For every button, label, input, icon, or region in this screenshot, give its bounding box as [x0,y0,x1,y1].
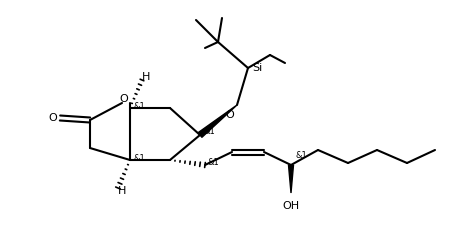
Text: OH: OH [282,201,299,211]
Text: &1: &1 [203,128,215,137]
Text: H: H [142,72,150,82]
Text: H: H [118,186,126,196]
Text: O: O [49,113,57,123]
Text: &1: &1 [295,151,307,160]
Polygon shape [198,105,237,137]
Polygon shape [288,165,293,193]
Text: &1: &1 [133,154,145,163]
Text: &1: &1 [208,158,220,167]
Text: &1: &1 [134,101,146,110]
Text: Si: Si [252,63,262,73]
Text: O: O [225,110,234,120]
Text: O: O [120,94,128,104]
